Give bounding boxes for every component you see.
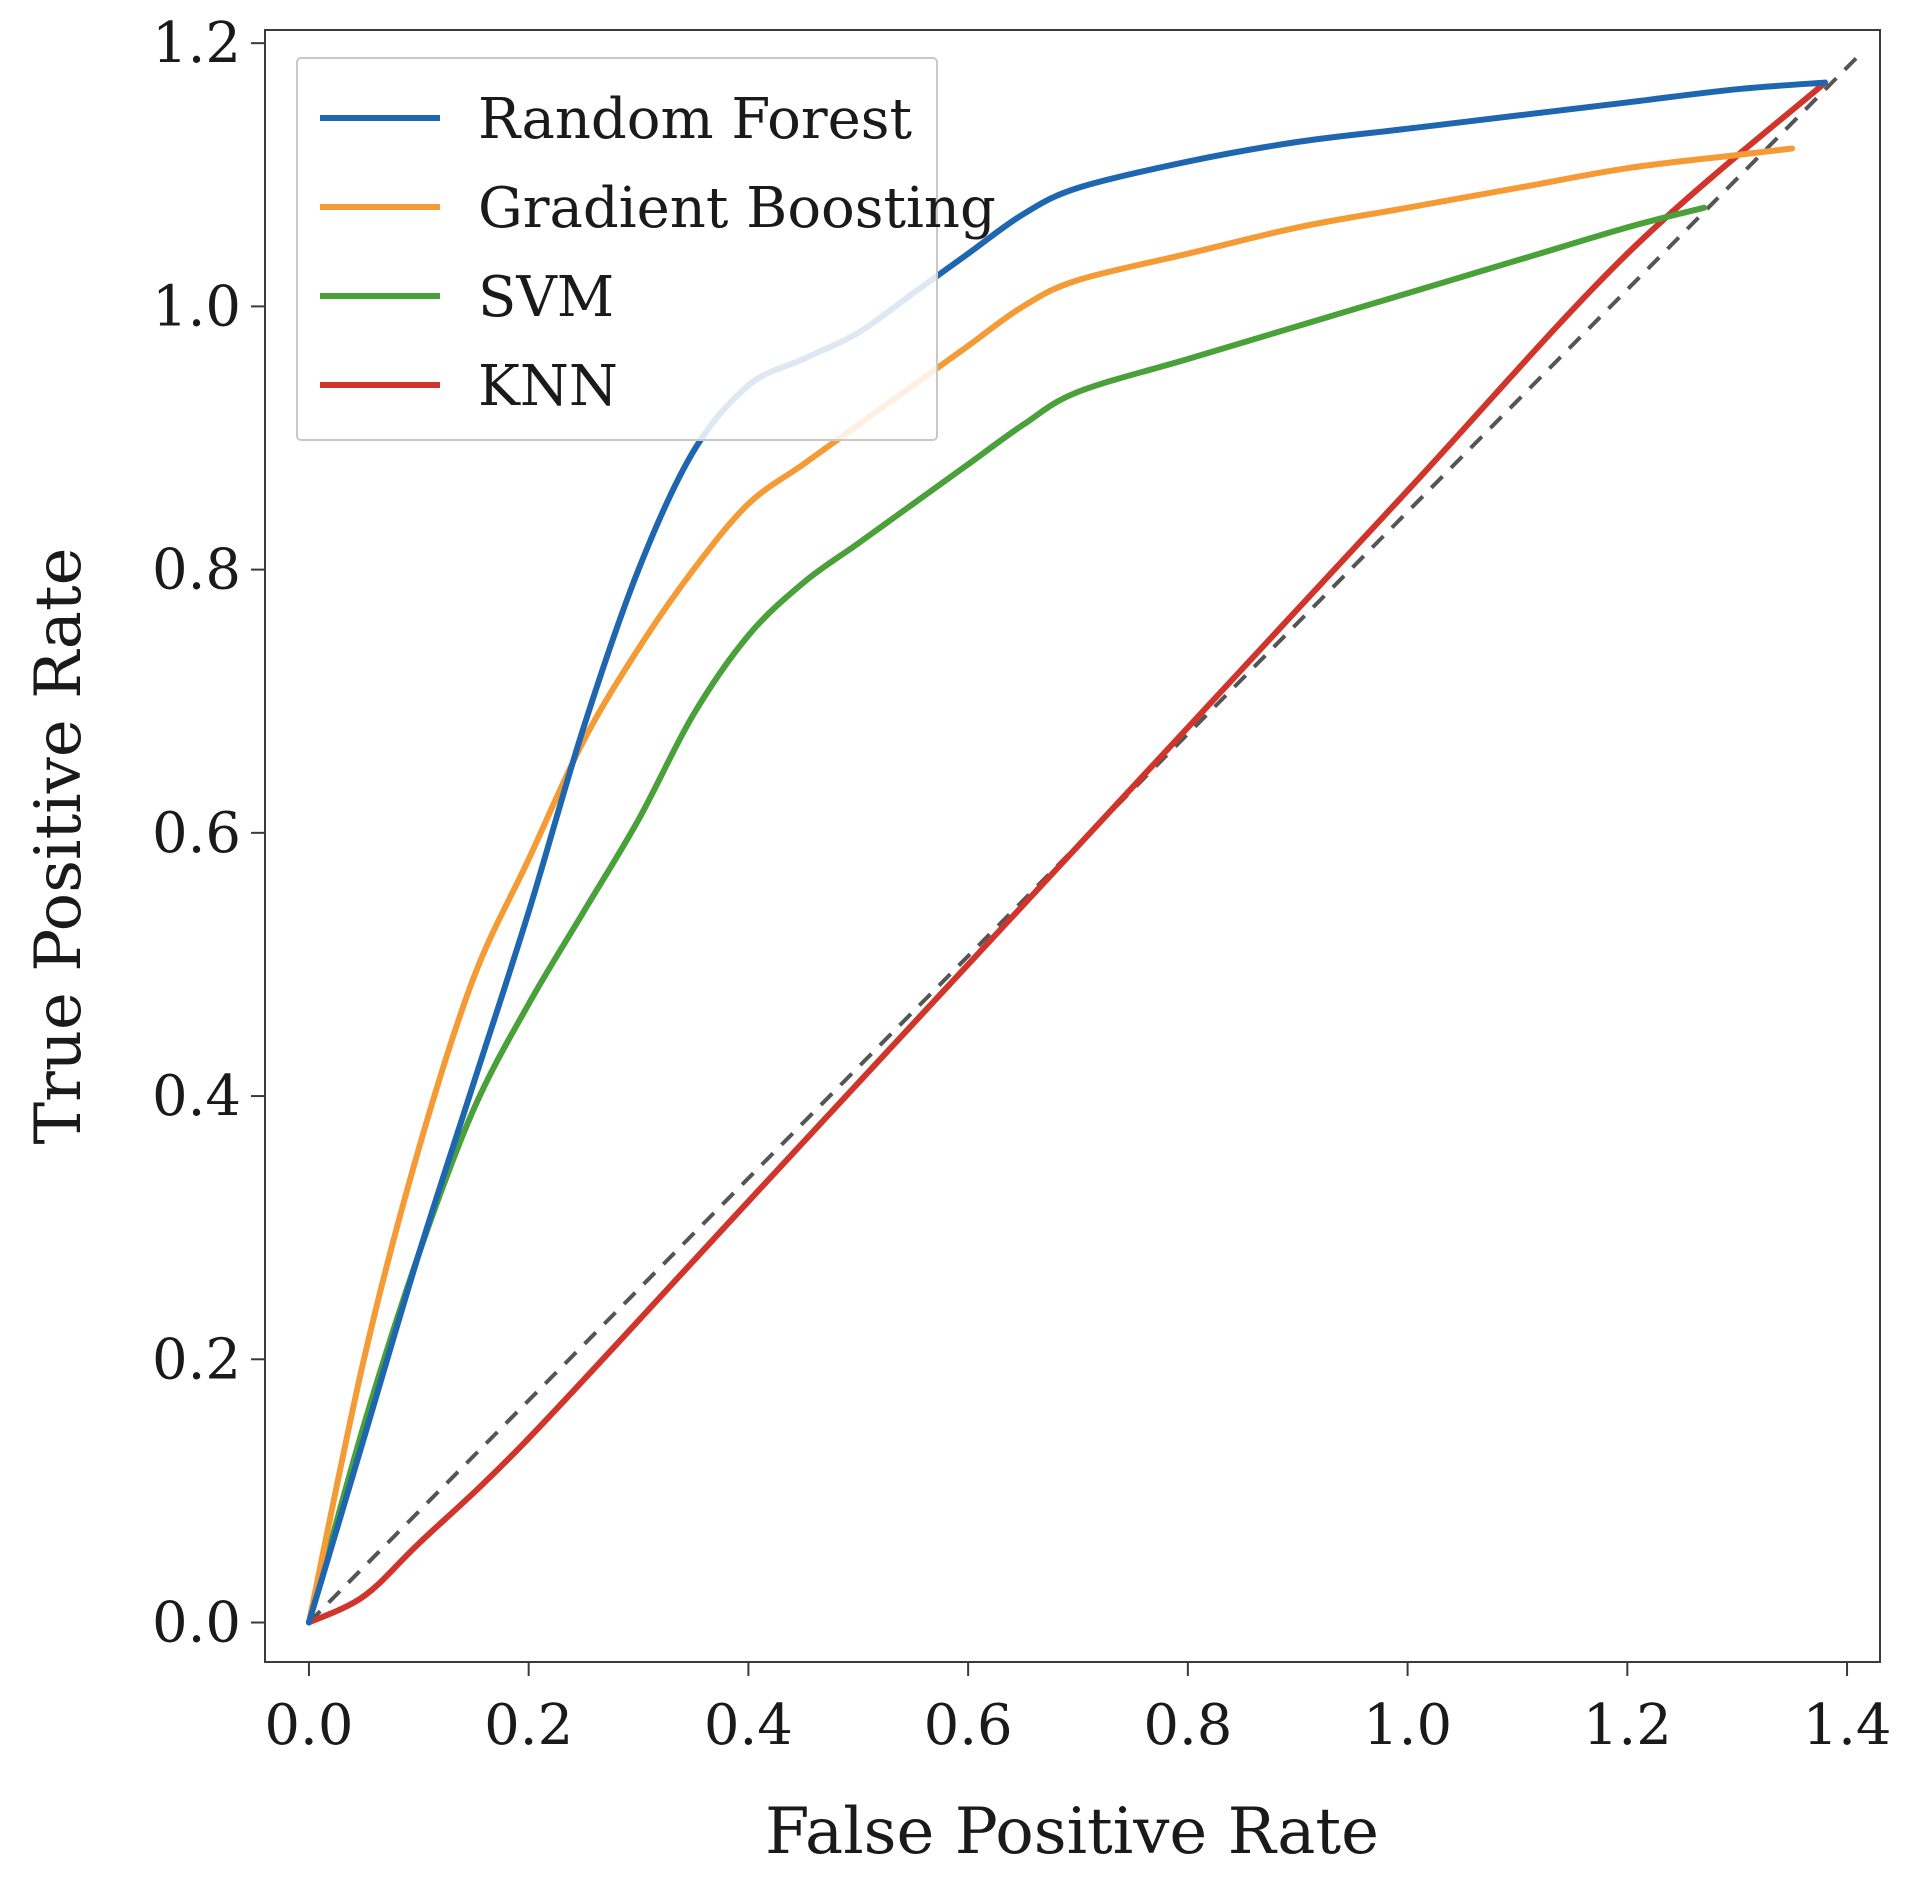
legend-label-svm: SVM xyxy=(478,265,614,330)
x-tick-label: 0.0 xyxy=(264,1693,353,1758)
series-line-svm xyxy=(305,204,1708,1626)
y-tick-label: 0.8 xyxy=(152,538,241,603)
y-tick-label: 0.6 xyxy=(152,801,241,866)
x-tick-label: 1.4 xyxy=(1803,1693,1892,1758)
legend-label-gradient-boosting: Gradient Boosting xyxy=(478,176,996,241)
y-tick-label: 1.2 xyxy=(152,11,241,76)
x-tick-label: 0.6 xyxy=(924,1693,1013,1758)
legend-box xyxy=(296,57,938,441)
legend-label-knn: KNN xyxy=(478,354,618,419)
y-tick-label: 0.4 xyxy=(152,1064,241,1129)
x-axis-label: False Positive Rate xyxy=(765,1795,1379,1869)
x-tick-label: 0.2 xyxy=(484,1693,573,1758)
y-tick-label: 0.0 xyxy=(152,1591,241,1656)
x-tick-label: 0.4 xyxy=(704,1693,793,1758)
y-tick-label: 0.2 xyxy=(152,1327,241,1392)
axis-ticks: 0.0 0.2 0.4 0.6 0.8 1.0 1.2 1.4 0.0 0.2 0.4 0.6 0.8 1… xyxy=(152,11,1892,1758)
x-tick-label: 1.2 xyxy=(1583,1693,1672,1758)
x-tick-label: 0.8 xyxy=(1143,1693,1232,1758)
legend-label-random-forest: Random Forest xyxy=(478,87,913,152)
y-axis-label: True Positive Rate xyxy=(22,548,96,1145)
x-tick-label: 1.0 xyxy=(1363,1693,1452,1758)
legend: Random Forest Gradient Boosting SVM KNN xyxy=(296,57,996,441)
y-tick-label: 1.0 xyxy=(152,274,241,339)
series-line-knn xyxy=(305,79,1829,1626)
